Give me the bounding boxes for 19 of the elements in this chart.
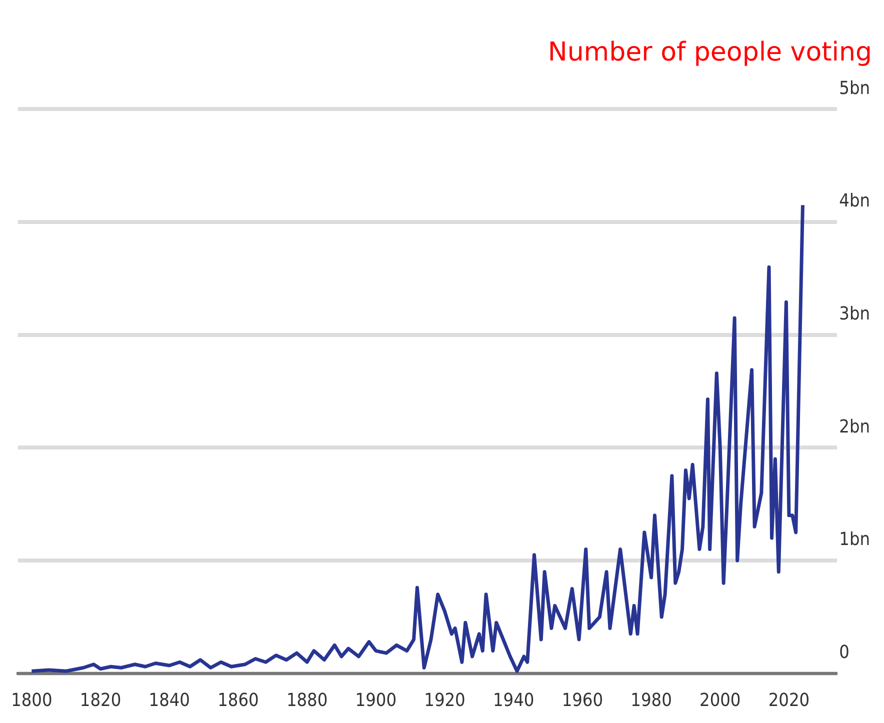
x-tick-label: 1900 — [355, 690, 396, 711]
x-tick-label: 2000 — [700, 690, 741, 711]
y-tick-label: 5bn — [839, 78, 870, 99]
x-tick-label: 1960 — [562, 690, 604, 711]
y-tick-label: 3bn — [839, 304, 870, 325]
y-tick-label: 0 — [839, 642, 850, 664]
x-tick-label: 1880 — [286, 690, 328, 711]
y-tick-label: 1bn — [839, 529, 870, 550]
y-tick-label: 4bn — [839, 190, 870, 212]
x-tick-label: 1940 — [492, 690, 534, 711]
x-tick-label: 1820 — [80, 690, 122, 711]
x-tick-label: 1980 — [630, 690, 672, 711]
x-tick-label: 1800 — [11, 690, 52, 711]
x-tick-label: 1840 — [148, 690, 190, 711]
x-tick-label: 1920 — [424, 690, 466, 711]
y-tick-label: 2bn — [839, 416, 870, 438]
chart-title: Number of people voting — [548, 37, 872, 68]
x-tick-label: 2020 — [768, 690, 810, 711]
x-tick-label: 1860 — [218, 690, 259, 711]
